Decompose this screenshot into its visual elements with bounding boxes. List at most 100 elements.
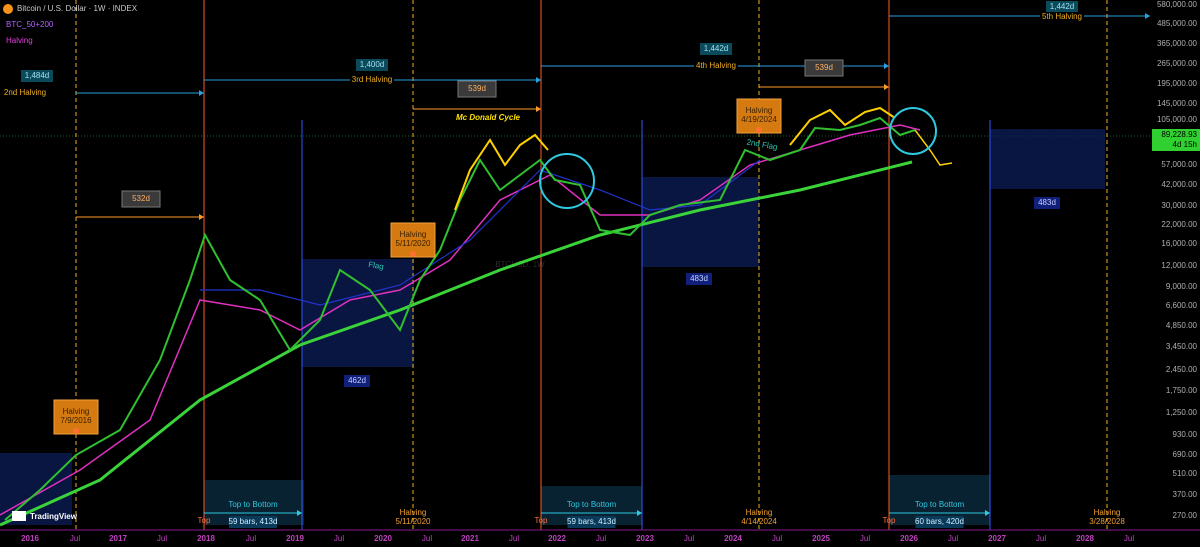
label-bg [350, 75, 394, 85]
halving-dot [756, 127, 762, 133]
layer-label: Halving [6, 36, 33, 45]
halving-axis-title: Halving [400, 508, 427, 517]
time-label: 2022 [548, 534, 566, 543]
bottom-days: 462d [348, 376, 366, 385]
halving-name: 4th Halving [696, 61, 736, 70]
price-label: 57,000.00 [1161, 160, 1197, 169]
days-badge [356, 59, 388, 71]
time-label: Jul [157, 534, 167, 543]
time-label: Jul [860, 534, 870, 543]
price-label: 485,000.00 [1157, 19, 1198, 28]
price-label: 145,000.00 [1157, 99, 1198, 108]
indicator-label: BTC_50+200 [6, 20, 54, 29]
days-badge [21, 70, 53, 82]
price-label: 16,000.00 [1161, 239, 1197, 248]
countdown: 4d 15h [1173, 140, 1197, 149]
halving-dot [73, 428, 79, 434]
label-bg [3, 88, 47, 98]
price-label: 265,000.00 [1157, 59, 1198, 68]
time-label: 2027 [988, 534, 1006, 543]
top-label: Top [535, 516, 548, 525]
price-label: 22,000.00 [1161, 220, 1197, 229]
arrow-head [1145, 13, 1150, 19]
gap-badge [457, 80, 497, 98]
halving-box [53, 399, 99, 435]
halving-axis-date: 4/14/2024 [741, 517, 777, 526]
time-label: Jul [246, 534, 256, 543]
arrow-head [536, 106, 541, 112]
ma-200 [0, 160, 913, 527]
flag-label: Flag [368, 260, 385, 272]
price-label: 370.00 [1173, 490, 1198, 499]
bars-label: 59 bars, 413d [229, 517, 278, 526]
gap-badge [804, 59, 844, 77]
time-label: 2025 [812, 534, 830, 543]
gap-badge [121, 190, 161, 208]
halving-name: 3rd Halving [352, 75, 392, 84]
halving-axis-date: 5/11/2020 [396, 517, 432, 526]
halving-axis-title: Halving [746, 508, 773, 517]
time-label: Jul [948, 534, 958, 543]
halving-box-title: Halving [63, 407, 90, 416]
time-label: 2028 [1076, 534, 1094, 543]
time-label: Jul [772, 534, 782, 543]
top-gap: 539d [468, 84, 486, 93]
arrow-head [199, 90, 204, 96]
halving-name: 2nd Halving [4, 88, 46, 97]
time-label: Jul [70, 534, 80, 543]
days-badge [700, 43, 732, 55]
price-label: 4,850.00 [1166, 321, 1198, 330]
time-label: 2023 [636, 534, 654, 543]
price-label: 690.00 [1173, 450, 1198, 459]
time-label: Jul [422, 534, 432, 543]
top-label: Top [883, 516, 896, 525]
bars-badge [915, 516, 964, 528]
price-label: 510.00 [1173, 469, 1198, 478]
cycle-days: 1,484d [25, 71, 49, 80]
brand-icon [12, 511, 26, 521]
time-label: 2020 [374, 534, 392, 543]
symbol-icon [3, 4, 13, 14]
range-box [642, 177, 759, 267]
arrow-head [199, 214, 204, 220]
halving-box-date: 5/11/2020 [396, 239, 432, 248]
price-label: 1,750.00 [1166, 386, 1198, 395]
brand: TradingView [30, 512, 78, 521]
halving-box-date: 4/19/2024 [741, 115, 777, 124]
price-label: 3,450.00 [1166, 342, 1198, 351]
price-label: 6,600.00 [1166, 301, 1198, 310]
price-label: 270.00 [1173, 511, 1198, 520]
time-label: 2026 [900, 534, 918, 543]
arrow-head [884, 84, 889, 90]
top-to-bottom: Top to Bottom [567, 500, 617, 509]
top-label: Top [198, 516, 211, 525]
highlight-circle [539, 153, 595, 209]
cycle-days: 1,442d [1050, 2, 1074, 11]
price-label: 2,450.00 [1166, 365, 1198, 374]
bottom-days: 483d [690, 274, 708, 283]
price-axis [1150, 0, 1200, 530]
watermark: BTCUSD, 1W [495, 260, 545, 269]
cycle-curve [454, 133, 549, 211]
range-box [990, 129, 1105, 189]
halving-name: 5th Halving [1042, 12, 1082, 21]
time-label: 2017 [109, 534, 127, 543]
days-badge [686, 273, 712, 285]
price-label: 930.00 [1173, 430, 1198, 439]
time-label: Jul [596, 534, 606, 543]
cycle-curve [789, 106, 896, 146]
price-label: 30,000.00 [1161, 201, 1197, 210]
bars-label: 59 bars, 413d [567, 517, 616, 526]
time-label: 2024 [724, 534, 742, 543]
days-badge [1046, 1, 1078, 13]
time-label: Jul [334, 534, 344, 543]
price [4, 116, 916, 521]
label-bg [1040, 12, 1084, 22]
halving-box-title: Halving [400, 230, 427, 239]
last-price: 89,228.93 [1161, 130, 1197, 139]
time-label: 2019 [286, 534, 304, 543]
bars-badge [567, 516, 616, 528]
time-label: Jul [509, 534, 519, 543]
halving-box-date: 7/9/2016 [60, 416, 92, 425]
